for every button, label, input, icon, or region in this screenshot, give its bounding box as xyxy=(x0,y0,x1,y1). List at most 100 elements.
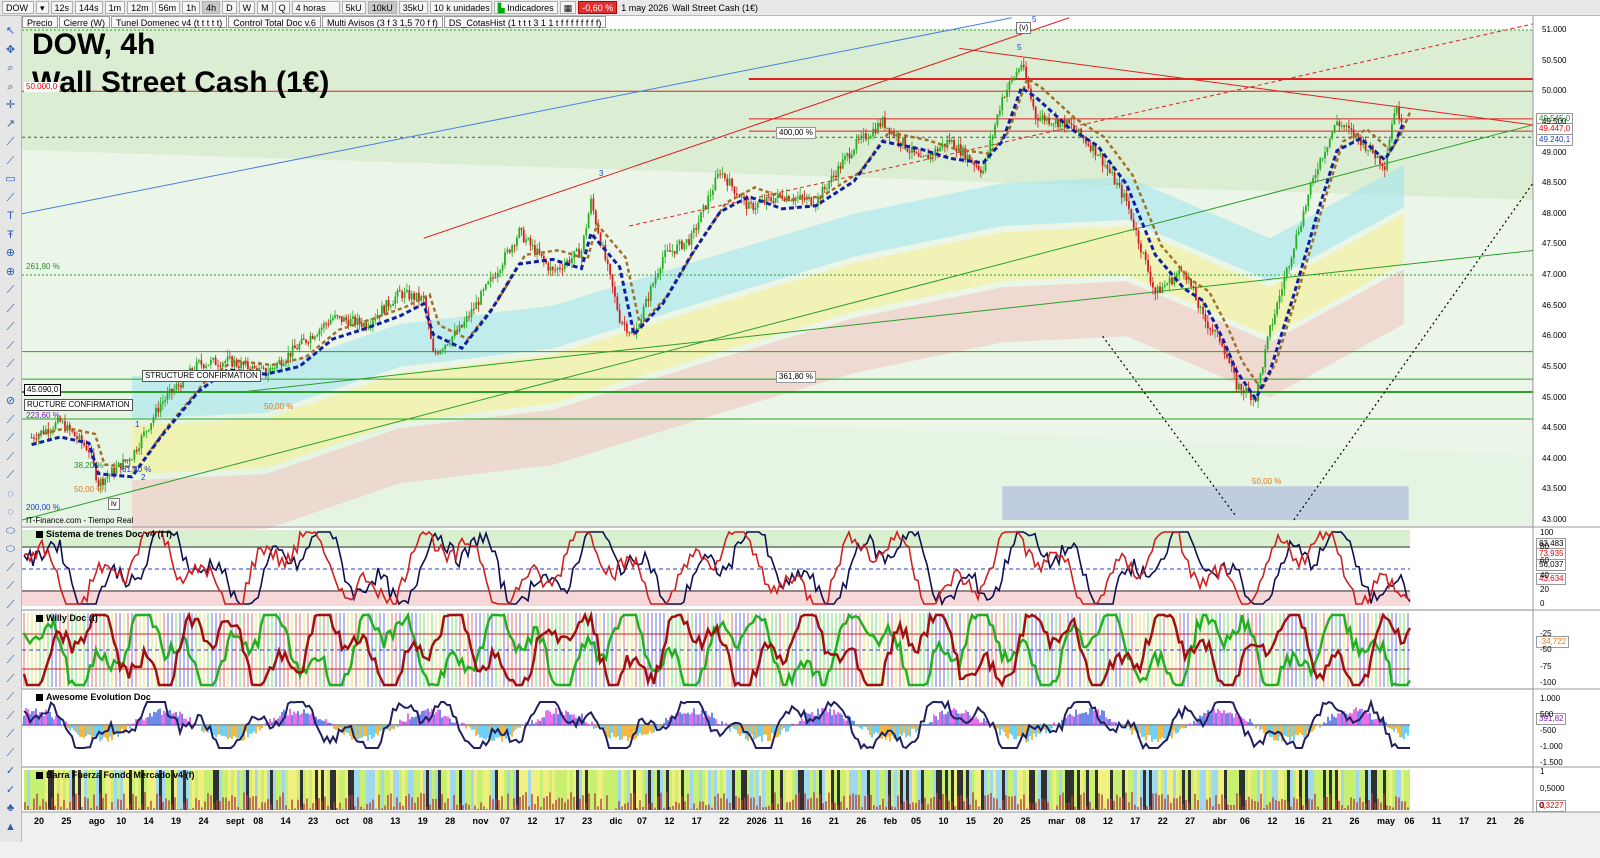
drawing-tool-icon[interactable]: ⟋ xyxy=(6,432,15,444)
drawing-tool-icon[interactable]: ⟋ xyxy=(6,561,15,574)
indicators-button[interactable]: ▙ Indicadores xyxy=(493,1,558,14)
drawing-tool-icon[interactable]: ⊕ xyxy=(5,247,16,259)
drawing-tool-icon[interactable]: ⬭ xyxy=(5,543,16,555)
drawing-tool-icon[interactable]: Ŧ xyxy=(7,228,14,241)
symbol-selector[interactable]: DOW xyxy=(2,1,34,14)
drawing-tool-icon[interactable]: ⟋ xyxy=(6,469,15,481)
barra-volume xyxy=(1140,797,1142,810)
indicator-tab[interactable]: Control Total Doc v.6 xyxy=(228,16,321,28)
barra-title[interactable]: Barra Fuerza Fondo Mercado v4 (f) xyxy=(36,770,195,781)
barra-volume xyxy=(1197,800,1199,810)
drawing-tool-icon[interactable]: ⟋ xyxy=(6,672,15,685)
tick-35ku[interactable]: 35kU xyxy=(398,1,428,14)
timeframe-12s[interactable]: 12s xyxy=(50,1,74,14)
period-selector[interactable]: 4 horas xyxy=(291,1,340,14)
drawing-tool-icon[interactable]: ⟋ xyxy=(6,321,15,333)
indicator-tab[interactable]: Multi Avisos (3 f 3 1,5 70 f f) xyxy=(321,16,443,28)
timeframe-1h[interactable]: 1h xyxy=(182,1,201,14)
candle-body xyxy=(774,198,777,203)
barra-volume xyxy=(768,805,770,810)
barra-bar xyxy=(1275,770,1278,810)
drawing-tool-icon[interactable]: ⟋ xyxy=(6,302,15,315)
drawing-tool-icon[interactable]: ⬭ xyxy=(5,524,16,537)
timeframe-1m[interactable]: 1m xyxy=(104,1,126,14)
barra-volume xyxy=(525,792,527,810)
tick-5ku[interactable]: 5kU xyxy=(341,1,366,14)
barra-volume xyxy=(408,793,410,810)
candle-body xyxy=(973,162,976,166)
drawing-tool-icon[interactable]: ⌕ xyxy=(7,62,14,74)
indicator-tab[interactable]: Cierre (W) xyxy=(58,16,111,28)
drawing-tool-icon[interactable]: ⟋ xyxy=(6,617,15,629)
trenes-title[interactable]: Sistema de trenes Doc v4 (f f) xyxy=(36,529,172,540)
timeframe-144s[interactable]: 144s xyxy=(75,1,103,14)
drawing-tool-icon[interactable]: ⟋ xyxy=(6,413,15,426)
drawing-tool-icon[interactable]: ↖ xyxy=(5,25,16,37)
barra-volume xyxy=(1254,801,1256,810)
indicator-tab[interactable]: DS_CotasHist (1 t t t 3 1 1 t f f f f f … xyxy=(443,16,607,28)
drawing-tool-icon[interactable]: ▲ xyxy=(5,820,16,833)
indicator-tab[interactable]: Precio xyxy=(22,16,58,28)
drawing-tool-icon[interactable]: ⟋ xyxy=(6,654,15,666)
timeframe-4h[interactable]: 4h xyxy=(202,1,221,14)
candle-body xyxy=(85,445,88,451)
timeframe-q[interactable]: Q xyxy=(274,1,290,14)
drawing-tool-icon[interactable]: ✛ xyxy=(5,99,16,111)
drawing-tool-icon[interactable]: ⟋ xyxy=(6,450,15,463)
awesome-title[interactable]: Awesome Evolution Doc xyxy=(36,692,151,703)
drawing-tool-icon[interactable]: ◌ xyxy=(7,506,14,518)
drawing-tool-icon[interactable]: ✓ xyxy=(5,765,16,777)
barra-bar xyxy=(324,770,327,810)
timeframe-56m[interactable]: 56m xyxy=(154,1,181,14)
willy-title[interactable]: Willy Doc (t) xyxy=(36,613,98,624)
drawing-tool-icon[interactable]: ↗ xyxy=(5,117,16,130)
drawing-tool-icon[interactable]: ⟋ xyxy=(6,358,15,370)
drawing-tool-icon[interactable]: ◌ xyxy=(7,487,14,500)
barra-volume xyxy=(288,809,290,810)
timeframe-m[interactable]: M xyxy=(257,1,273,14)
drawing-tool-icon[interactable]: ⟋ xyxy=(6,709,15,722)
drawing-tool-icon[interactable]: ⟋ xyxy=(6,580,15,592)
drawing-tool-icon[interactable]: ⟋ xyxy=(6,191,15,204)
layout-button[interactable]: ▦ xyxy=(559,1,577,14)
time-axis-label: 14 xyxy=(280,816,291,826)
drawing-tool-icon[interactable]: ⟋ xyxy=(6,376,15,389)
red-dashed-trendline xyxy=(629,23,1534,227)
timeframe-d[interactable]: D xyxy=(222,1,237,14)
candle-body xyxy=(472,308,475,310)
drawing-tool-icon[interactable]: ⟋ xyxy=(6,598,15,611)
indicator-tab[interactable]: Tunel Domenec v4 (t t t t t) xyxy=(111,16,228,28)
tick-10ku[interactable]: 10kU xyxy=(367,1,397,14)
drawing-tool-icon[interactable]: T xyxy=(7,210,14,222)
dropdown-arrow[interactable]: ▾ xyxy=(36,1,49,14)
drawing-tool-icon[interactable]: ⟋ xyxy=(6,746,15,759)
candle-body xyxy=(501,264,504,271)
candle-body xyxy=(1321,158,1324,160)
drawing-tool-icon[interactable]: ✥ xyxy=(5,43,16,56)
drawing-tool-icon[interactable]: ⊕ xyxy=(5,265,16,278)
timeframe-12m[interactable]: 12m xyxy=(127,1,153,14)
drawing-tool-icon[interactable]: ⟋ xyxy=(6,136,15,148)
candle-body xyxy=(647,298,650,301)
drawing-tool-icon[interactable]: ⟋ xyxy=(6,728,15,740)
units-selector[interactable]: 10 k unidades xyxy=(429,1,492,14)
drawing-tool-icon[interactable]: ▭ xyxy=(5,173,16,185)
barra-bar xyxy=(345,770,348,810)
drawing-tool-icon[interactable]: ⌕ xyxy=(7,80,14,93)
barra-volume xyxy=(414,802,416,810)
drawing-tool-icon[interactable]: ⟋ xyxy=(6,691,15,703)
drawing-tool-icon[interactable]: ⟋ xyxy=(6,284,15,296)
drawing-tool-icon[interactable]: ♣ xyxy=(6,802,15,814)
drawing-tool-icon[interactable]: ⟋ xyxy=(6,635,15,648)
barra-volume xyxy=(1212,806,1214,810)
drawing-tool-icon[interactable]: ⊘ xyxy=(5,395,16,407)
drawing-tool-icon[interactable]: ⟋ xyxy=(6,339,15,352)
timeframe-w[interactable]: W xyxy=(238,1,256,14)
barra-bar xyxy=(525,770,528,810)
drawing-tool-icon[interactable]: ✓ xyxy=(5,783,16,796)
candle-body xyxy=(545,260,547,264)
wave-label: iv xyxy=(108,498,120,510)
drawing-tool-icon[interactable]: ⟋ xyxy=(6,154,15,167)
barra-bar xyxy=(441,770,444,810)
